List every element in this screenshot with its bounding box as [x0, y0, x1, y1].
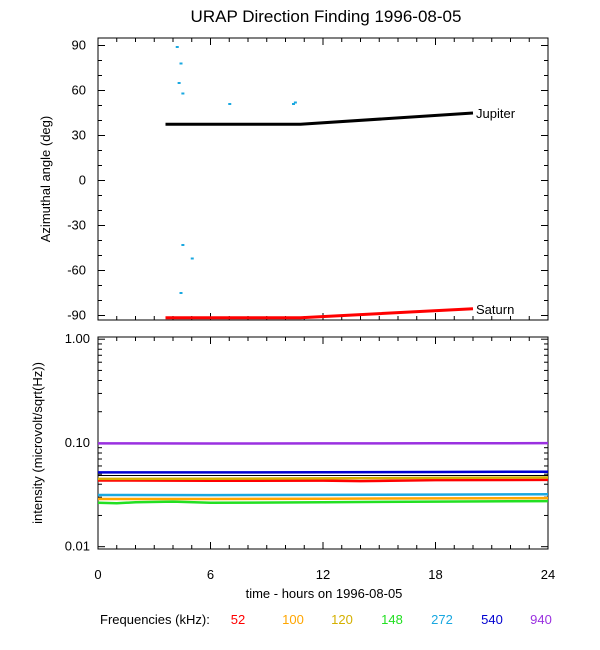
intensity-series-272: [97, 493, 549, 497]
series-line-saturn: [165, 307, 474, 320]
legend-item-540: 540: [481, 612, 503, 627]
intensity-y-tick-label: 0.10: [65, 435, 90, 450]
direction-point: [293, 101, 297, 104]
azimuth-marks: Jupiter Saturn: [165, 46, 516, 320]
direction-point: [190, 257, 194, 260]
series-label-jupiter: Jupiter: [476, 106, 516, 121]
legend-item-272: 272: [431, 612, 453, 627]
intensity-y-axis-label: intensity (microvolt/sqrt(Hz)): [30, 362, 45, 524]
azimuth-y-tick-label: -60: [67, 263, 86, 278]
legend-item-120: 120: [331, 612, 353, 627]
series-line-jupiter: [165, 111, 474, 126]
intensity-y-tick-label: 0.01: [65, 539, 90, 554]
x-tick-label: 12: [316, 567, 330, 582]
legend-item-148: 148: [381, 612, 403, 627]
intensity-series-120: [97, 476, 549, 481]
intensity-series-100: [98, 496, 549, 501]
intensity-panel: intensity (microvolt/sqrt(Hz)) time - ho…: [30, 331, 555, 601]
chart-title: URAP Direction Finding 1996-08-05: [191, 7, 462, 26]
direction-point: [177, 82, 181, 84]
azimuth-y-tick-label: 0: [79, 173, 86, 188]
azimuth-y-tick-label: -90: [67, 308, 86, 323]
direction-point: [179, 292, 183, 294]
direction-point: [181, 92, 185, 95]
intensity-marks: [97, 441, 549, 505]
frequency-legend: Frequencies (kHz): 52 100 120 148 272 540 940: [100, 612, 552, 627]
azimuth-y-axis-label: Azimuthal angle (deg): [38, 116, 53, 242]
legend-item-940: 940: [530, 612, 552, 627]
x-axis-label: time - hours on 1996-08-05: [246, 586, 403, 601]
series-label-saturn: Saturn: [476, 302, 514, 317]
intensity-y-tick-label: 1.00: [65, 331, 90, 346]
azimuth-y-tick-label: 90: [72, 38, 86, 53]
azimuth-panel: Azimuthal angle (deg) 90 60 30 0 -30 -60 -90 J…: [38, 37, 549, 323]
x-tick-label: 18: [428, 567, 442, 582]
legend-label: Frequencies (kHz):: [100, 612, 210, 627]
azimuth-y-tick-label: 30: [72, 128, 86, 143]
direction-point: [292, 103, 295, 105]
azimuth-y-tick-label: -30: [67, 218, 86, 233]
x-tick-label: 0: [94, 567, 101, 582]
azimuth-plot-frame: [97, 37, 549, 321]
azimuth-ticks: 90 60 30 0 -30 -60 -90: [67, 38, 549, 323]
intensity-ticks: 1.00 0.10 0.01 0 6 12 18 24: [65, 331, 556, 582]
direction-point: [175, 46, 179, 48]
azimuth-y-tick-label: 60: [72, 83, 86, 98]
direction-point: [228, 103, 232, 105]
x-tick-label: 6: [207, 567, 214, 582]
intensity-series-148: [97, 499, 549, 505]
intensity-series-52: [97, 478, 549, 483]
direction-point: [181, 244, 185, 246]
legend-item-100: 100: [282, 612, 304, 627]
x-tick-label: 24: [541, 567, 555, 582]
legend-item-52: 52: [231, 612, 245, 627]
legend-items: 52 100 120 148 272 540 940: [231, 612, 552, 627]
intensity-series-540: [98, 470, 549, 474]
direction-point: [179, 62, 183, 65]
